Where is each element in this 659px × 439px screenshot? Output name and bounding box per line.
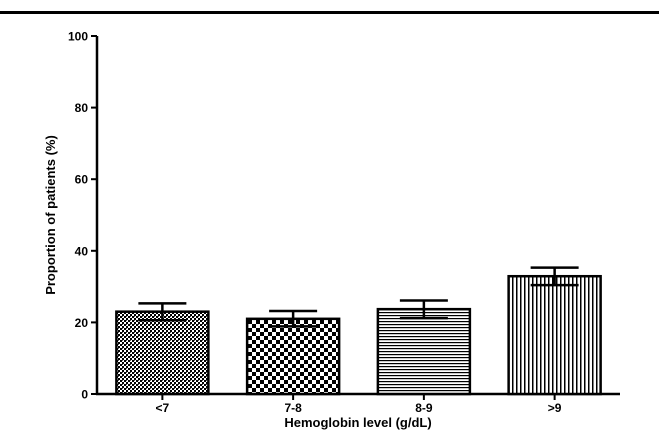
y-tick-label: 40 — [75, 244, 89, 258]
y-tick-label: 60 — [75, 173, 89, 187]
bar — [507, 274, 602, 396]
x-tick-label: 8-9 — [415, 401, 433, 415]
x-tick-label: <7 — [156, 401, 170, 415]
y-tick-label: 80 — [75, 101, 89, 115]
top-rule — [0, 11, 659, 14]
bar — [376, 307, 472, 396]
x-tick-label: 7-8 — [284, 401, 302, 415]
y-axis-label: Proportion of patients (%) — [43, 135, 58, 295]
y-tick-label: 20 — [75, 316, 89, 330]
bar — [245, 317, 341, 396]
x-axis-label: Hemoglobin level (g/dL) — [284, 415, 431, 430]
y-tick-label: 0 — [81, 388, 88, 402]
x-tick-label: >9 — [548, 401, 562, 415]
y-tick-label: 100 — [68, 30, 88, 44]
bar — [115, 310, 210, 396]
plot-area: 0 20 40 60 80 100 <7 7-8 8-9 >9 — [68, 30, 620, 415]
